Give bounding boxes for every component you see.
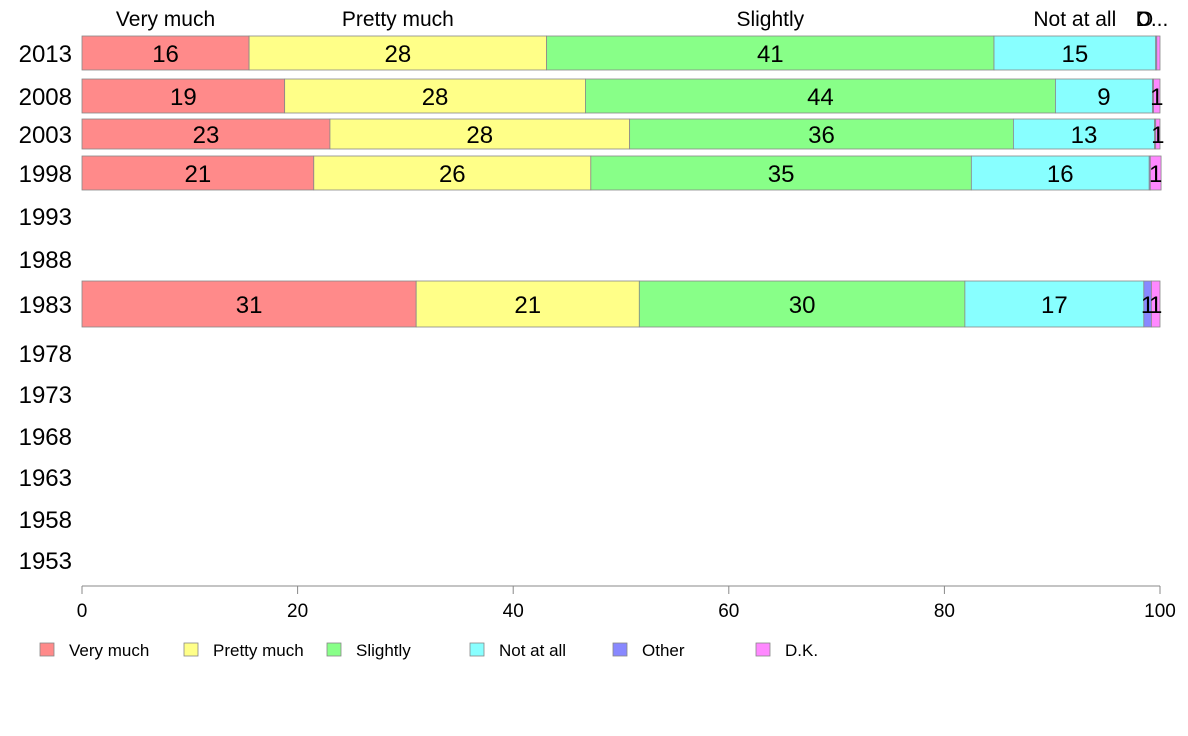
year-label-2008: 2008: [19, 84, 72, 111]
bar-value-label: 21: [185, 161, 212, 188]
bar-2008-pretty-much: [284, 78, 586, 114]
top-label: Very much: [116, 8, 215, 31]
x-axis: 0 20 40 60 80 100: [77, 585, 1176, 622]
bar-2008-very-much: [81, 78, 286, 114]
bar-2008-not-at-all: [1055, 78, 1153, 114]
bar-value-label: 30: [789, 292, 816, 319]
legend-label: Very much: [69, 641, 149, 660]
year-label-1953: 1953: [19, 548, 72, 575]
bar-value-label: 28: [422, 84, 449, 111]
top-label: O: [1137, 8, 1153, 31]
year-axis-labels: 2013 2008 2003 1998 1993 1988 1983 1978 1973 1968…: [19, 41, 72, 575]
bar-value-label: 19: [170, 84, 197, 111]
x-tick-label: 100: [1144, 601, 1176, 622]
top-label: D...: [1136, 8, 1169, 31]
bar-2003-not-at-all: [1012, 118, 1156, 150]
bar-2013-d-k-: [1156, 35, 1161, 71]
year-label-1988: 1988: [19, 247, 72, 274]
legend-label: Pretty much: [213, 641, 304, 660]
bar-value-label: 23: [193, 122, 220, 149]
bar-1998-d-k-: [1149, 155, 1162, 191]
legend-swatch-d-k-: [755, 642, 771, 657]
bar-value-label: 9: [1097, 84, 1110, 111]
bar-value-label: 13: [1071, 122, 1098, 149]
x-tick-label: 20: [287, 601, 308, 622]
bar-value-label: 21: [514, 292, 541, 319]
legend: Very much Pretty much Slightly Not at all Ot…: [39, 641, 818, 660]
year-label-1993: 1993: [19, 204, 72, 231]
top-category-labels: Very much Pretty much Slightly Not at all OD…: [116, 8, 1168, 31]
bar-1983-very-much: [81, 280, 417, 328]
year-label-1978: 1978: [19, 341, 72, 368]
year-label-1983: 1983: [19, 292, 72, 319]
bar-2008-d-k-: [1153, 78, 1161, 114]
year-label-1968: 1968: [19, 424, 72, 451]
x-tick-label: 60: [718, 601, 739, 622]
year-label-1998: 1998: [19, 161, 72, 188]
bar-2008-slightly: [585, 78, 1056, 114]
bar-value-label: 1: [1150, 84, 1163, 111]
bar-2003-d-k-: [1155, 118, 1161, 150]
top-label: Pretty much: [342, 8, 454, 31]
bar-1998-pretty-much: [313, 155, 592, 191]
bar-1983-not-at-all: [964, 280, 1145, 328]
x-tick-label: 0: [77, 601, 88, 622]
bar-value-label: 1: [1151, 122, 1164, 149]
legend-swatch-not-at-all: [469, 642, 485, 657]
year-label-1973: 1973: [19, 382, 72, 409]
year-label-1963: 1963: [19, 465, 72, 492]
bar-value-label: 35: [768, 161, 795, 188]
legend-label: Slightly: [356, 641, 411, 660]
bar-value-label: 26: [439, 161, 466, 188]
x-tick-label: 80: [934, 601, 955, 622]
bar-2003-slightly: [629, 118, 1014, 150]
bar-value-label: 41: [757, 41, 784, 68]
bar-1998-slightly: [590, 155, 972, 191]
bar-value-label: 17: [1041, 292, 1068, 319]
bar-value-label: 1: [1141, 292, 1154, 319]
top-label: Slightly: [736, 8, 804, 31]
bar-2003-pretty-much: [329, 118, 631, 150]
bar-value-label: 15: [1061, 41, 1088, 68]
bar-value-label: 44: [807, 84, 834, 111]
bar-1983-pretty-much: [415, 280, 640, 328]
bar-1998-very-much: [81, 155, 315, 191]
x-tick-label: 40: [503, 601, 524, 622]
legend-label: Other: [642, 641, 685, 660]
legend-swatch-slightly: [326, 642, 342, 657]
top-label: Not at all: [1033, 8, 1116, 31]
bar-value-label: 16: [152, 41, 179, 68]
legend-label: D.K.: [785, 641, 818, 660]
year-label-1958: 1958: [19, 507, 72, 534]
bar-value-label: 28: [385, 41, 412, 68]
year-label-2003: 2003: [19, 122, 72, 149]
bar-2013-pretty-much: [248, 35, 548, 71]
year-label-2013: 2013: [19, 41, 72, 68]
bar-value-label: 31: [236, 292, 263, 319]
bar-value-label: 16: [1047, 161, 1074, 188]
bar-value-label: 36: [808, 122, 835, 149]
bar-value-label: 1: [1149, 292, 1162, 319]
legend-swatch-other: [612, 642, 628, 657]
legend-swatch-very-much: [39, 642, 55, 657]
bar-1983-d-k-: [1150, 280, 1161, 328]
legend-label: Not at all: [499, 641, 566, 660]
bar-value-label: 28: [466, 122, 493, 149]
legend-swatch-pretty-much: [183, 642, 199, 657]
bar-1998-not-at-all: [970, 155, 1150, 191]
bar-value-label: 1: [1149, 161, 1162, 188]
